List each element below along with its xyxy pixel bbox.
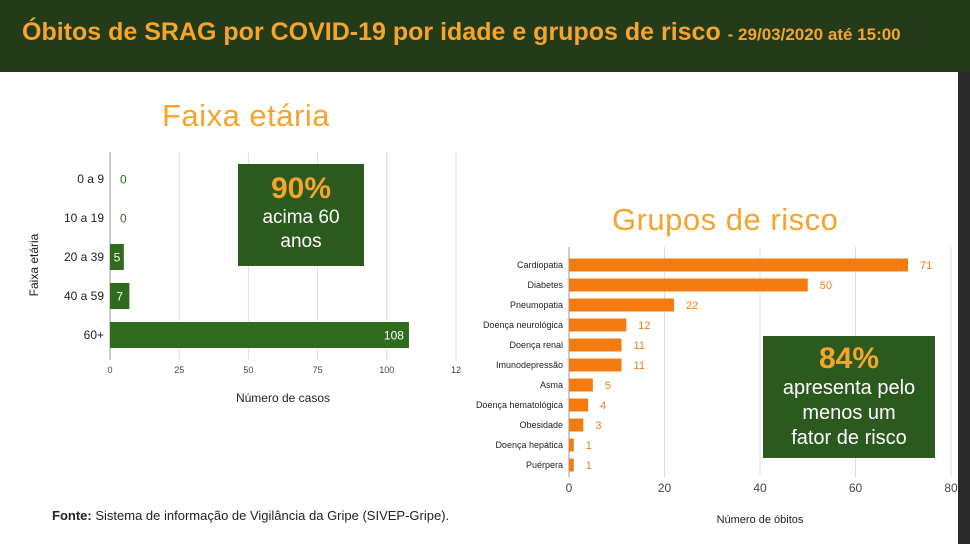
category-label: 20 a 39: [64, 250, 104, 264]
category-label: Puérpera: [526, 460, 563, 470]
risk-bar-chart: 0 20 40 60 80 Cardiopatia 71 Diabetes 50 Pneumopa…: [476, 247, 958, 526]
data-label: 108: [384, 328, 404, 342]
x-tick-label: 40: [753, 481, 767, 495]
x-tick-label: 25: [174, 365, 184, 375]
category-label: Obesidade: [519, 420, 563, 430]
risk-callout-line3: fator de risco: [791, 427, 907, 449]
category-label: 10 a 19: [64, 211, 104, 225]
data-label: 5: [605, 380, 611, 392]
category-label: Doença hepática: [495, 440, 563, 450]
risk-callout-percent: 84%: [818, 342, 880, 375]
x-tick-label: 75: [313, 365, 323, 375]
title-text: Óbitos de SRAG por COVID-19 por idade e …: [22, 18, 721, 46]
category-label: Cardiopatia: [517, 260, 563, 270]
risk-callout-line2: menos um: [802, 402, 896, 424]
bar: [569, 418, 584, 432]
category-label: Doença renal: [509, 340, 563, 350]
age-bar-chart: 0 25 50 75 100 12 0 a 9 0 10 a 19 0 20 a 39 5 40 a 5…: [27, 152, 461, 405]
category-label: 60+: [84, 328, 104, 342]
x-tick-label: 80: [944, 481, 958, 495]
data-label: 71: [920, 260, 932, 272]
age-callout: 90% acima 60 anos: [238, 164, 364, 266]
bar: [569, 338, 622, 352]
source-text: Sistema de informação de Vigilância da G…: [95, 508, 450, 523]
age-callout-percent: 90%: [270, 172, 332, 205]
data-label: 11: [634, 360, 645, 372]
age-callout-line1: acima 60: [262, 207, 340, 228]
data-label: 4: [600, 400, 606, 412]
bar: [569, 378, 593, 392]
bar: [569, 398, 589, 412]
category-label: Doença hematológica: [476, 400, 563, 410]
data-label: 5: [114, 250, 121, 264]
bar: [569, 438, 574, 452]
bar: [569, 258, 909, 272]
risk-chart-heading: Grupos de risco: [612, 202, 839, 237]
bar: [569, 458, 574, 472]
header-bar: Óbitos de SRAG por COVID-19 por idade e …: [0, 0, 970, 72]
bar: [569, 278, 808, 292]
category-label: 40 a 59: [64, 289, 104, 303]
data-label: 50: [820, 280, 832, 292]
bar: [110, 322, 409, 348]
data-label: 3: [595, 420, 601, 432]
source-note: Fonte: Sistema de informação de Vigilânc…: [52, 508, 449, 523]
bar: [569, 298, 675, 312]
bar: [569, 318, 627, 332]
y-axis-label: Faixa etária: [27, 233, 41, 296]
x-tick-label: 100: [379, 365, 394, 375]
data-label: 11: [634, 340, 645, 352]
category-label: Imunodepressão: [496, 360, 563, 370]
x-tick-label: 50: [243, 365, 253, 375]
page-subtitle: - 29/03/2020 até 15:00: [727, 25, 901, 44]
x-axis-label: Número de casos: [236, 391, 330, 405]
risk-callout: 84% apresenta pelo menos um fator de ris…: [763, 336, 935, 458]
x-tick-label: 0: [566, 481, 573, 495]
data-label: 0: [120, 172, 127, 186]
data-label: 1: [586, 460, 592, 472]
x-tick-label: 0: [107, 365, 112, 375]
x-axis-label: Número de óbitos: [717, 514, 804, 526]
category-label: Pneumopatia: [510, 300, 563, 310]
data-label: 12: [638, 320, 650, 332]
data-label: 1: [586, 440, 592, 452]
bar: [110, 244, 124, 270]
category-label: Diabetes: [527, 280, 563, 290]
data-label: 7: [116, 289, 123, 303]
data-label: 0: [120, 211, 127, 225]
bar: [110, 283, 130, 309]
bar: [569, 358, 622, 372]
page-title: Óbitos de SRAG por COVID-19 por idade e …: [22, 18, 901, 47]
age-chart-heading: Faixa etária: [162, 98, 330, 133]
window-edge: [958, 72, 970, 544]
x-tick-label: 12: [451, 365, 461, 375]
category-label: 0 a 9: [77, 172, 104, 186]
category-label: Doença neurológica: [483, 320, 563, 330]
x-tick-label: 60: [849, 481, 863, 495]
x-tick-label: 20: [658, 481, 672, 495]
risk-callout-line1: apresenta pelo: [782, 377, 916, 399]
age-callout-line2: anos: [280, 231, 322, 252]
category-label: Asma: [540, 380, 563, 390]
data-label: 22: [686, 300, 698, 312]
source-label: Fonte:: [52, 508, 92, 523]
